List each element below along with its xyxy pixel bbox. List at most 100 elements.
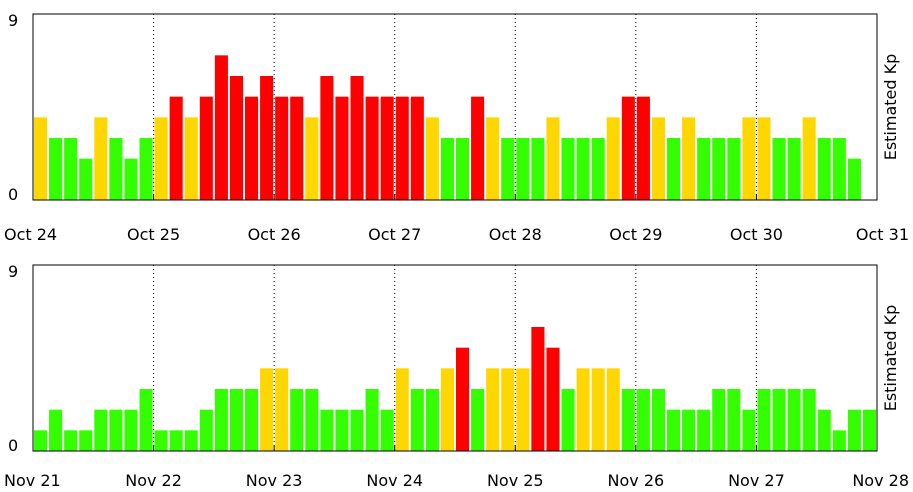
kp-bar	[214, 55, 228, 200]
kp-bar	[275, 368, 289, 451]
kp-bar	[456, 347, 470, 451]
kp-bar	[245, 96, 259, 200]
kp-bar	[727, 138, 741, 200]
y-axis-title: Estimated Kp	[881, 54, 900, 161]
kp-bar	[410, 389, 424, 451]
kp-bar	[365, 96, 379, 200]
kp-bar	[425, 389, 439, 451]
kp-bar	[335, 409, 349, 451]
kp-bar	[184, 430, 198, 451]
kp-bar	[229, 76, 243, 200]
kp-bar	[636, 96, 650, 200]
kp-bar	[682, 117, 696, 200]
kp-bar	[260, 368, 274, 451]
x-tick-label: Nov 23	[246, 471, 303, 490]
kp-bar	[260, 76, 274, 200]
kp-bar	[742, 409, 756, 451]
kp-bar	[772, 138, 786, 200]
x-tick-label: Oct 26	[248, 225, 301, 244]
x-tick-label: Oct 27	[368, 225, 421, 244]
kp-bar	[440, 138, 454, 200]
kp-bar	[34, 430, 48, 451]
plot-frame	[32, 13, 878, 201]
kp-bar	[712, 138, 726, 200]
kp-bar	[802, 389, 816, 451]
kp-bar	[94, 117, 108, 200]
x-tick-label: Oct 29	[609, 225, 662, 244]
kp-bar	[214, 389, 228, 451]
kp-bar	[34, 117, 48, 200]
x-tick-label: Nov 21	[4, 471, 61, 490]
kp-bar	[802, 117, 816, 200]
kp-bar	[576, 138, 590, 200]
kp-bar	[817, 138, 831, 200]
kp-bar	[290, 96, 304, 200]
kp-bar	[350, 409, 364, 451]
kp-bar	[486, 117, 500, 200]
kp-bar	[456, 138, 470, 200]
kp-bar	[139, 389, 153, 451]
kp-bar	[817, 409, 831, 451]
kp-bar	[531, 327, 545, 451]
x-tick-label: Oct 25	[127, 225, 180, 244]
y-tick-label-min: 0	[8, 436, 18, 455]
kp-bar	[94, 409, 108, 451]
kp-bar	[561, 389, 575, 451]
kp-bar	[425, 117, 439, 200]
kp-bar	[169, 430, 183, 451]
kp-bar	[621, 389, 635, 451]
kp-bar	[651, 117, 665, 200]
x-tick-label: Nov 22	[125, 471, 182, 490]
kp-bar	[516, 138, 530, 200]
kp-bar	[305, 389, 319, 451]
kp-bar	[787, 138, 801, 200]
kp-bar	[365, 389, 379, 451]
kp-bar	[199, 96, 213, 200]
chart-panel-november: 9 0 Nov 21 Nov 22 Nov 23 Nov 24 Nov 25 Nov 26 No…	[4, 262, 909, 490]
kp-bar	[245, 389, 259, 451]
kp-bar	[395, 368, 409, 451]
x-tick-label: Nov 27	[728, 471, 785, 490]
kp-bar	[471, 389, 485, 451]
kp-bar	[154, 430, 168, 451]
kp-bar	[64, 138, 78, 200]
kp-bar	[606, 368, 620, 451]
kp-bar	[847, 158, 861, 200]
kp-bar	[199, 409, 213, 451]
kp-bar	[440, 368, 454, 451]
x-tick-label: Oct 31	[856, 225, 909, 244]
kp-bar	[832, 430, 846, 451]
kp-bar	[636, 389, 650, 451]
kp-bar	[320, 76, 334, 200]
kp-bar	[742, 117, 756, 200]
kp-bar	[350, 76, 364, 200]
kp-bar	[49, 409, 63, 451]
kp-bar	[380, 409, 394, 451]
kp-bar	[410, 96, 424, 200]
kp-bar	[290, 389, 304, 451]
kp-bar	[501, 368, 515, 451]
kp-bar	[124, 158, 138, 200]
kp-bar	[712, 389, 726, 451]
x-tick-label: Nov 24	[366, 471, 423, 490]
kp-bar	[531, 138, 545, 200]
x-tick-label: Oct 30	[730, 225, 783, 244]
kp-bar	[229, 389, 243, 451]
kp-bar	[606, 117, 620, 200]
kp-bar	[697, 138, 711, 200]
kp-bar	[667, 409, 681, 451]
kp-bar	[727, 389, 741, 451]
kp-bar	[697, 409, 711, 451]
kp-bar	[139, 138, 153, 200]
kp-bar	[862, 409, 876, 451]
kp-bar	[591, 138, 605, 200]
y-tick-label-max: 9	[8, 11, 18, 30]
kp-bar	[184, 117, 198, 200]
kp-bar	[682, 409, 696, 451]
kp-bar	[320, 409, 334, 451]
kp-bar	[621, 96, 635, 200]
kp-bar	[380, 96, 394, 200]
kp-bar	[772, 389, 786, 451]
kp-bar	[546, 117, 560, 200]
